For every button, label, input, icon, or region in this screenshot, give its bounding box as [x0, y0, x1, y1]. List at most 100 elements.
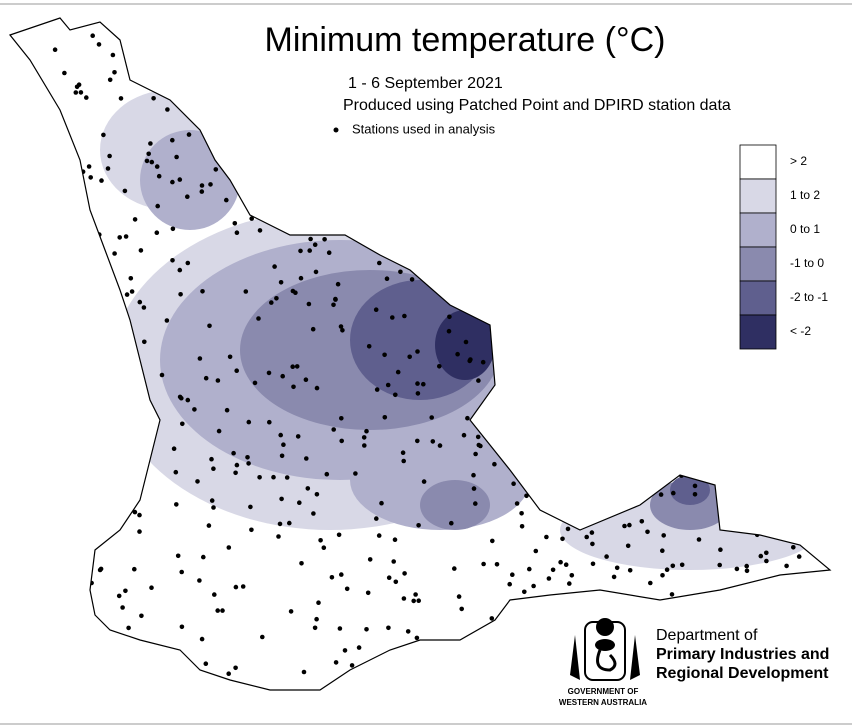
station-dot: [326, 250, 332, 255]
station-dot: [231, 450, 236, 456]
station-dot: [305, 486, 311, 491]
station-dot: [314, 492, 320, 497]
station-dot: [303, 377, 309, 383]
station-dot: [122, 188, 128, 194]
station-dot: [139, 613, 144, 619]
station-dot: [216, 428, 222, 434]
station-dot: [148, 141, 153, 146]
station-dot: [272, 264, 277, 269]
station-dot: [199, 183, 205, 188]
station-dot: [645, 529, 650, 535]
station-dot: [62, 70, 67, 76]
station-dot: [260, 634, 265, 640]
station-dot: [734, 566, 740, 572]
station-dot: [269, 300, 274, 305]
station-dot: [298, 275, 304, 281]
station-dot: [174, 502, 179, 507]
station-dot: [437, 443, 443, 448]
station-dot: [401, 596, 407, 601]
station-dot: [471, 486, 477, 491]
station-dot: [429, 415, 435, 420]
station-dot: [107, 153, 112, 159]
station-dot: [246, 419, 252, 425]
station-dot: [178, 292, 183, 297]
station-dot: [137, 299, 143, 305]
station-dot: [201, 554, 206, 560]
station-dot: [271, 474, 276, 480]
station-dot: [278, 432, 284, 438]
legend-label: 1 to 2: [790, 188, 820, 202]
station-dot: [764, 550, 769, 556]
station-dot: [120, 605, 125, 610]
station-dot: [86, 164, 92, 169]
station-dot: [126, 625, 131, 631]
station-dot: [349, 663, 355, 668]
station-dot: [519, 524, 525, 529]
station-dot: [185, 260, 191, 266]
station-dot: [177, 267, 183, 273]
station-dot: [281, 442, 286, 448]
station-dot: [490, 538, 495, 544]
station-dot: [226, 671, 231, 676]
station-dot: [384, 276, 390, 282]
logo: GOVERNMENT OF WESTERN AUSTRALIA Departme…: [559, 618, 829, 707]
station-dot: [550, 567, 556, 573]
station-dot: [73, 90, 79, 95]
station-dot: [192, 407, 197, 412]
station-dot: [339, 416, 344, 421]
station-dot: [622, 523, 627, 529]
station-dot: [331, 302, 336, 308]
station-dot: [246, 461, 251, 466]
station-dot: [660, 573, 665, 578]
station-dot: [339, 438, 345, 444]
station-dot: [374, 516, 379, 521]
station-dot: [112, 251, 117, 256]
station-dot: [717, 562, 722, 568]
station-dot: [159, 372, 165, 378]
station-dot: [409, 277, 415, 282]
station-dot: [335, 281, 341, 287]
station-dot: [307, 248, 313, 253]
stations-note: Stations used in analysis: [352, 121, 496, 136]
legend-swatch: [739, 280, 777, 316]
station-dot: [696, 537, 702, 542]
station-dot: [294, 364, 300, 369]
station-dot: [206, 523, 212, 528]
station-dot: [415, 438, 420, 444]
station-dot: [744, 568, 750, 574]
department: Department of: [656, 627, 758, 644]
station-dot: [560, 536, 565, 542]
station-dot: [522, 589, 527, 595]
station-dot: [374, 387, 380, 392]
station-dot: [312, 242, 318, 247]
station-dot: [151, 96, 156, 101]
station-dot: [137, 512, 142, 518]
station-dot: [401, 458, 407, 464]
station-dot: [670, 563, 676, 569]
station-dot: [280, 373, 286, 379]
station-dot: [437, 364, 442, 369]
legend-swatch: [739, 212, 777, 248]
station-dot: [322, 237, 327, 242]
station-dot: [661, 533, 666, 538]
station-dot: [489, 616, 495, 621]
station-dot: [415, 349, 420, 354]
dept-name2: Regional Development: [656, 665, 829, 682]
station-dot: [234, 230, 240, 235]
station-dot: [584, 534, 589, 540]
station-dot: [611, 574, 617, 580]
station-dot: [376, 533, 382, 538]
station-dot: [398, 269, 403, 275]
station-dot: [304, 456, 309, 461]
station-dot: [118, 96, 124, 101]
legend-swatch: [739, 314, 777, 350]
station-dot: [459, 606, 465, 612]
station-dot: [402, 313, 407, 319]
station-dot: [138, 248, 144, 253]
legend-label: 0 to 1: [790, 222, 820, 236]
station-dot: [116, 593, 122, 599]
station-dot: [203, 375, 209, 381]
station-dot: [209, 498, 215, 503]
station-dot: [154, 164, 160, 169]
